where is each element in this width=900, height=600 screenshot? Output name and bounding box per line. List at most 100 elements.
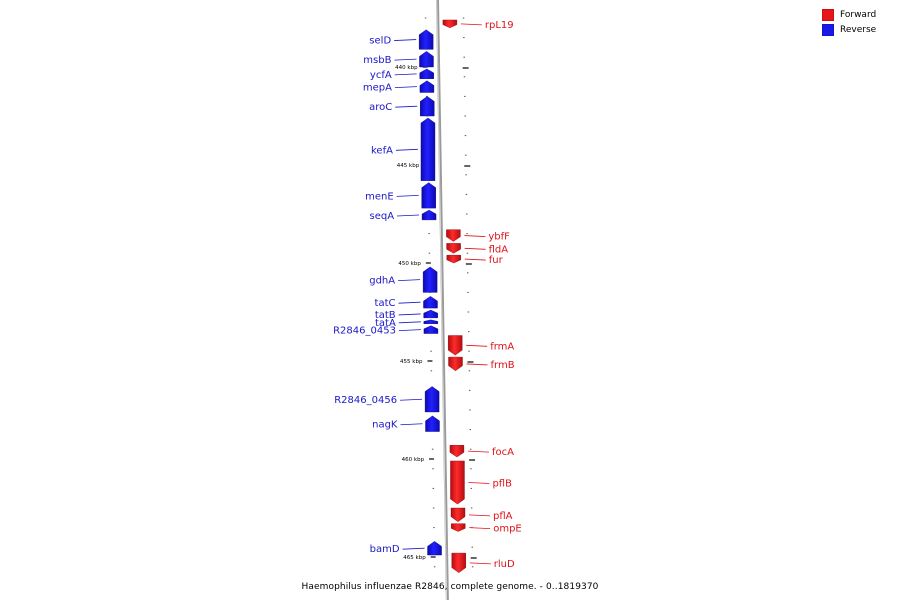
forward-gene-ompE[interactable] [451,523,466,532]
tick-label: 450 kbp [398,261,421,267]
gene-label: menE [365,191,394,202]
forward-gene-focA[interactable] [449,445,465,458]
gene-label: frmA [490,341,514,352]
gene-label: mepA [363,83,392,94]
gene-label: ycfA [370,70,392,81]
gene-label: fur [489,255,504,266]
reverse-gene-nagK[interactable] [425,415,440,432]
forward-swatch [822,9,834,21]
gene-leader-line [400,423,423,426]
legend-forward: Forward [822,8,892,22]
gene-leader-line [466,363,488,366]
gene-label: nagK [372,420,398,431]
gene-label: rluD [494,559,515,570]
reverse-swatch [822,24,834,36]
gene-leader-line [398,279,421,282]
gene-leader-line [469,562,491,565]
gene-label: bamD [370,544,400,555]
reverse-gene-kefA[interactable] [420,117,436,181]
forward-gene-rpL19[interactable] [442,19,458,29]
gene-leader-line [395,148,418,151]
reverse-gene-menE[interactable] [421,182,436,209]
reverse-gene-ycfA[interactable] [419,68,434,79]
tick-label: 445 kbp [397,163,420,169]
gene-leader-line [466,344,488,347]
gene-label: pflB [492,479,512,490]
tick-label: 440 kbp [395,65,418,71]
reverse-gene-R2846_0453[interactable] [423,325,439,334]
forward-gene-ybfF[interactable] [446,229,461,242]
tick-label: 455 kbp [400,359,423,365]
gene-leader-line [395,105,418,108]
gene-leader-line [400,398,423,401]
gene-label: fldA [489,244,509,255]
backbone [436,0,449,600]
reverse-gene-mepA[interactable] [419,80,435,93]
forward-gene-rluD[interactable] [451,552,466,573]
gene-label: seqA [369,211,394,222]
gene-label: ompE [493,524,522,535]
gene-leader-line [468,482,490,484]
gene-label: rpL19 [485,20,514,31]
reverse-gene-aroC[interactable] [420,96,435,117]
gene-label: tatA [375,318,396,329]
gene-label: kefA [371,145,393,156]
tick-label: 465 kbp [403,555,426,561]
backbone-line [436,0,449,600]
backbone-highlight [436,0,447,600]
gene-leader-line [468,514,491,517]
forward-gene-pflA[interactable] [450,507,466,522]
genes [418,19,466,573]
forward-gene-fur[interactable] [446,254,461,264]
gene-leader-line [464,247,486,250]
reverse-gene-tatB[interactable] [423,309,438,319]
gene-leader-line [394,39,417,41]
gene-leader-line [397,214,420,217]
gene-label: pflA [493,511,513,522]
gene-leader-line [402,547,425,550]
gene-leader-line [394,58,417,61]
legend-reverse-label: Reverse [840,25,877,35]
gene-label: focA [492,447,514,458]
reverse-gene-msbB[interactable] [419,51,434,68]
gene-label: ybfF [488,232,510,243]
gene-leader-line [394,86,417,88]
legend: Forward Reverse [822,8,892,38]
gene-label: frmB [491,360,515,371]
gene-leader-line [398,329,421,332]
genome-caption: Haemophilus influenzae R2846, complete g… [301,582,599,592]
gene-leader-line [467,450,489,453]
reverse-gene-tatA[interactable] [423,319,439,324]
gene-leader-line [398,313,421,316]
gene-label: gdhA [369,276,395,287]
reverse-gene-bamD[interactable] [427,541,442,556]
gene-leader-line [464,258,486,261]
gene-leader-line [398,301,421,304]
gene-leader-line [464,235,486,237]
reverse-gene-tatC[interactable] [423,296,438,309]
gene-label: aroC [369,102,392,113]
reverse-gene-seqA[interactable] [421,209,437,221]
gene-leader-line [469,527,491,529]
forward-gene-fldA[interactable] [446,243,461,254]
gene-label: tatB [375,310,396,321]
gene-leader-line [396,194,419,197]
gene-leader-line [398,321,421,324]
legend-forward-label: Forward [840,10,877,20]
gene-labels: selD msbB ycfA mepA aroC kefA menE seqA gdhA tatC… [333,20,522,570]
reverse-gene-R2846_0456[interactable] [424,386,440,413]
forward-gene-frmB[interactable] [448,356,463,372]
gene-label: R2846_0456 [334,395,397,406]
legend-reverse: Reverse [822,23,892,37]
forward-gene-frmA[interactable] [447,335,463,356]
forward-gene-pflB[interactable] [450,460,465,505]
gene-label: selD [369,36,391,47]
gene-leader-line [394,73,417,76]
tick-label: 460 kbp [402,457,425,463]
gene-label: msbB [363,55,391,66]
gene-leader-line [460,23,482,26]
reverse-gene-selD[interactable] [418,29,434,50]
gene-label: R2846_0453 [333,326,396,337]
reverse-gene-gdhA[interactable] [422,266,438,293]
